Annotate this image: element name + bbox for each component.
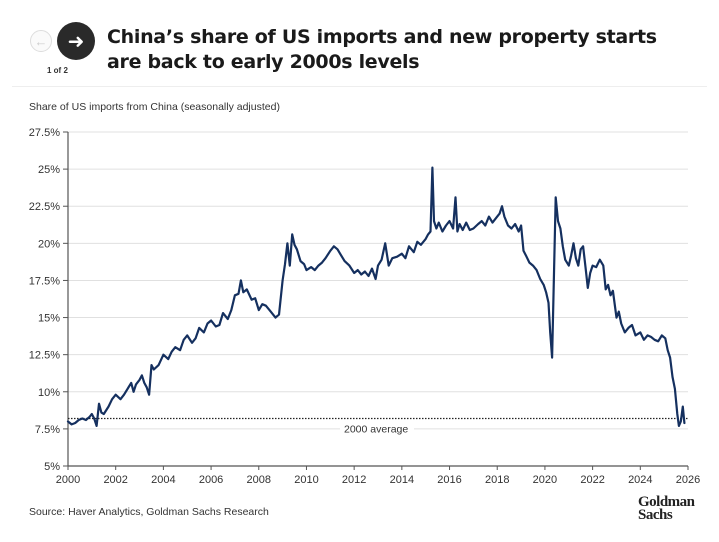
y-tick-label: 25%: [38, 164, 60, 176]
y-tick-label: 12.5%: [29, 350, 60, 362]
logo-line-2: Sachs: [638, 507, 673, 523]
x-tick-label: 2010: [294, 474, 318, 486]
logo-line-1: Goldman: [638, 494, 695, 510]
x-tick-label: 2002: [103, 474, 127, 486]
chart-title: China’s share of US imports and new prop…: [107, 26, 657, 73]
series-line-china-import-share: [66, 166, 686, 427]
x-tick-label: 2000: [56, 474, 80, 486]
y-tick-label: 22.5%: [29, 201, 60, 213]
goldman-sachs-logo: Goldman Sachs: [638, 494, 695, 523]
arrow-left-icon: ←: [34, 33, 48, 49]
previous-slide-button[interactable]: ←: [30, 30, 52, 52]
y-tick-label: 27.5%: [29, 127, 60, 139]
x-tick-label: 2026: [676, 474, 700, 486]
x-tick-label: 2020: [533, 474, 557, 486]
arrow-right-icon: ➜: [67, 30, 85, 53]
y-tick-label: 20%: [38, 238, 60, 250]
average-label: 2000 average: [344, 423, 408, 435]
x-tick-label: 2016: [437, 474, 461, 486]
next-slide-button[interactable]: ➜: [57, 22, 95, 60]
x-tick-label: 2022: [580, 474, 604, 486]
y-tick-label: 5%: [44, 461, 60, 473]
x-tick-label: 2012: [342, 474, 366, 486]
slide-pager: 1 of 2: [47, 66, 68, 75]
x-tick-label: 2018: [485, 474, 509, 486]
x-axis: 2000 2002 2004 2006 2008 2010 2012 2014 2016 2018…: [56, 465, 700, 486]
y-tick-label: 17.5%: [29, 275, 60, 287]
series-group: [66, 166, 686, 427]
y-tick-label: 15%: [38, 313, 60, 325]
y-tick-label: 7.5%: [35, 424, 60, 436]
x-tick-label: 2008: [247, 474, 271, 486]
x-tick-label: 2006: [199, 474, 223, 486]
annotation-label-bg: [340, 421, 414, 435]
source-note: Source: Haver Analytics, Goldman Sachs R…: [29, 506, 269, 518]
header-divider: [12, 86, 707, 87]
annotations: 2000 average: [68, 417, 688, 435]
x-tick-label: 2014: [390, 474, 414, 486]
gridlines: [68, 131, 688, 430]
y-axis: 5% 7.5% 10% 12.5% 15% 17.5% 20% 22.5% 25% 27.5%: [29, 127, 69, 473]
chart-subtitle: Share of US imports from China (seasonal…: [29, 101, 280, 113]
y-tick-label: 10%: [38, 387, 60, 399]
x-tick-label: 2004: [151, 474, 175, 486]
x-tick-label: 2024: [628, 474, 652, 486]
